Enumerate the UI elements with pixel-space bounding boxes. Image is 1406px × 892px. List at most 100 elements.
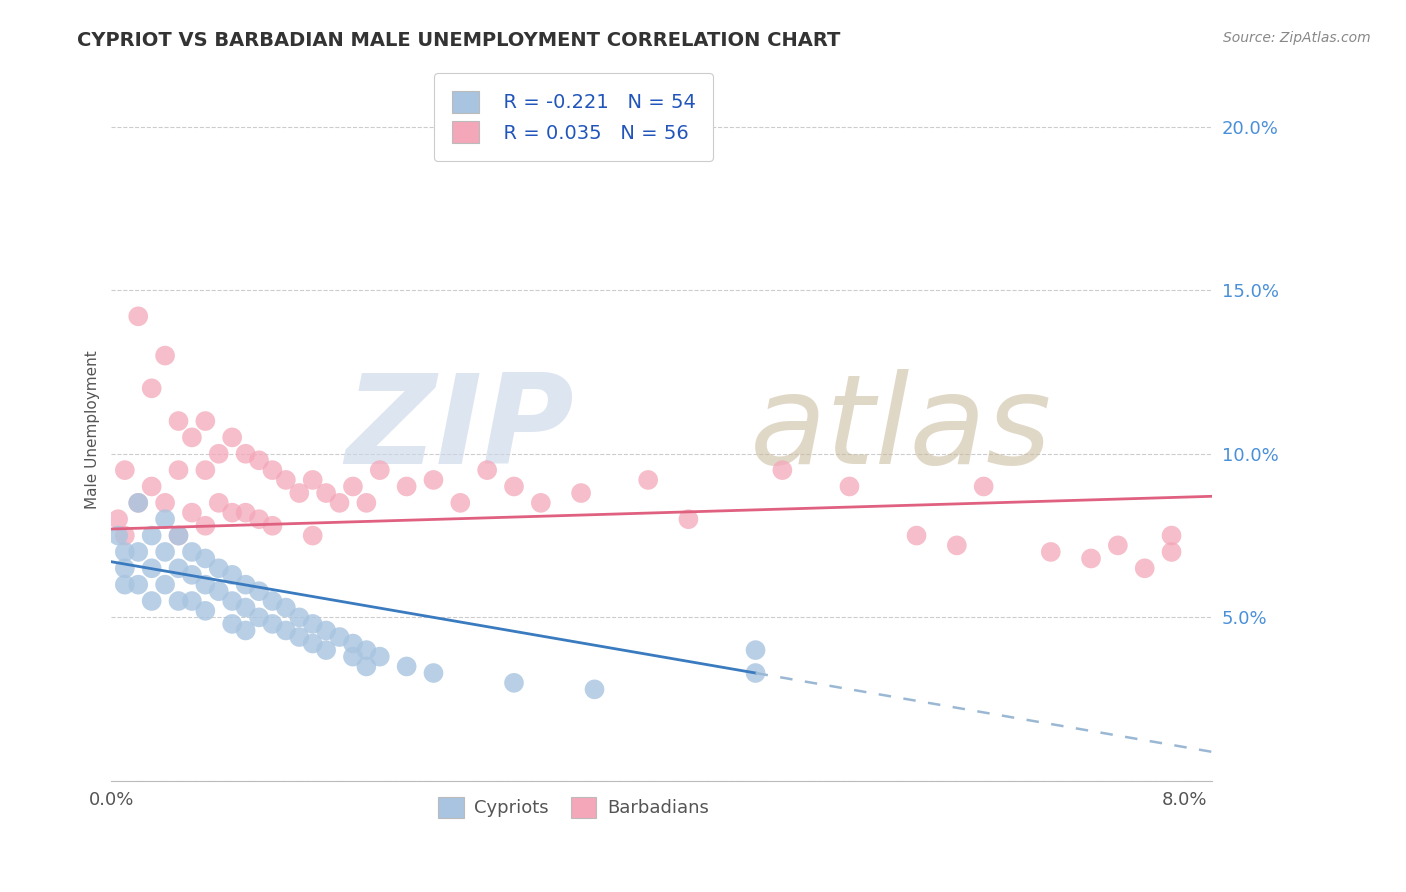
Point — [946, 538, 969, 552]
Point — [422, 665, 444, 680]
Point — [127, 577, 149, 591]
Point — [181, 594, 204, 608]
Point — [274, 600, 297, 615]
Point — [262, 518, 284, 533]
Point — [342, 649, 364, 664]
Point — [235, 624, 257, 638]
Point — [342, 636, 364, 650]
Point — [262, 616, 284, 631]
Point — [288, 610, 311, 624]
Text: atlas: atlas — [749, 368, 1052, 490]
Point — [114, 577, 136, 591]
Point — [838, 479, 860, 493]
Point — [274, 473, 297, 487]
Point — [127, 310, 149, 324]
Point — [503, 479, 526, 493]
Point — [368, 649, 391, 664]
Point — [262, 594, 284, 608]
Point — [153, 577, 176, 591]
Point — [167, 414, 190, 428]
Point — [262, 463, 284, 477]
Text: CYPRIOT VS BARBADIAN MALE UNEMPLOYMENT CORRELATION CHART: CYPRIOT VS BARBADIAN MALE UNEMPLOYMENT C… — [77, 31, 841, 50]
Point — [288, 630, 311, 644]
Point — [194, 518, 217, 533]
Point — [1133, 561, 1156, 575]
Point — [1160, 528, 1182, 542]
Point — [221, 594, 243, 608]
Point — [530, 496, 553, 510]
Point — [235, 506, 257, 520]
Point — [422, 473, 444, 487]
Point — [167, 594, 190, 608]
Point — [181, 567, 204, 582]
Point — [107, 512, 129, 526]
Point — [301, 528, 323, 542]
Point — [107, 528, 129, 542]
Point — [301, 473, 323, 487]
Point — [583, 682, 606, 697]
Point — [194, 551, 217, 566]
Point — [1080, 551, 1102, 566]
Point — [1160, 545, 1182, 559]
Point — [153, 496, 176, 510]
Point — [194, 604, 217, 618]
Point — [221, 430, 243, 444]
Point — [315, 486, 337, 500]
Point — [167, 528, 190, 542]
Point — [127, 496, 149, 510]
Point — [127, 545, 149, 559]
Point — [221, 506, 243, 520]
Point — [315, 643, 337, 657]
Point — [503, 675, 526, 690]
Point — [194, 577, 217, 591]
Point — [127, 496, 149, 510]
Point — [274, 624, 297, 638]
Point — [235, 577, 257, 591]
Point — [114, 528, 136, 542]
Point — [181, 545, 204, 559]
Point — [356, 659, 378, 673]
Point — [569, 486, 592, 500]
Point — [167, 528, 190, 542]
Point — [194, 414, 217, 428]
Point — [235, 447, 257, 461]
Point — [141, 381, 163, 395]
Point — [368, 463, 391, 477]
Point — [208, 496, 231, 510]
Point — [153, 349, 176, 363]
Point — [395, 659, 418, 673]
Text: Source: ZipAtlas.com: Source: ZipAtlas.com — [1223, 31, 1371, 45]
Point — [141, 479, 163, 493]
Point — [247, 584, 270, 599]
Point — [141, 561, 163, 575]
Point — [395, 479, 418, 493]
Point — [247, 512, 270, 526]
Point — [167, 561, 190, 575]
Point — [328, 630, 350, 644]
Point — [208, 584, 231, 599]
Point — [114, 463, 136, 477]
Point — [247, 610, 270, 624]
Point — [114, 545, 136, 559]
Point — [1039, 545, 1062, 559]
Point — [678, 512, 700, 526]
Y-axis label: Male Unemployment: Male Unemployment — [86, 350, 100, 508]
Point — [301, 636, 323, 650]
Point — [744, 643, 766, 657]
Point — [315, 624, 337, 638]
Point — [328, 496, 350, 510]
Point — [153, 512, 176, 526]
Point — [114, 561, 136, 575]
Text: ZIP: ZIP — [344, 368, 574, 490]
Point — [221, 616, 243, 631]
Point — [181, 506, 204, 520]
Point — [356, 496, 378, 510]
Point — [181, 430, 204, 444]
Point — [141, 528, 163, 542]
Point — [637, 473, 659, 487]
Point — [208, 447, 231, 461]
Point — [194, 463, 217, 477]
Point — [905, 528, 928, 542]
Point — [475, 463, 498, 477]
Point — [301, 616, 323, 631]
